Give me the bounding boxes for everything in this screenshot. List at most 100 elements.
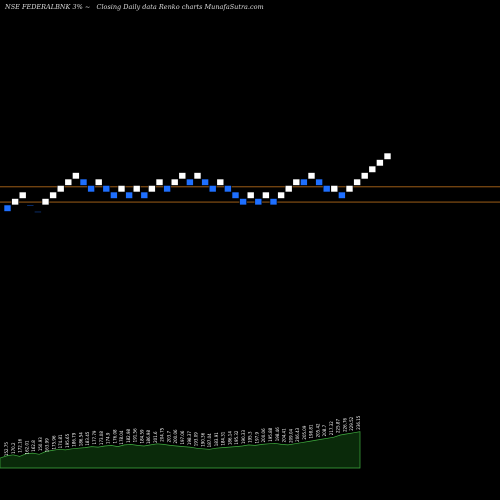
renko-brick — [284, 185, 293, 193]
price-label: 197.9 — [254, 432, 259, 444]
chart-title: NSE FEDERALBNK 3% ~ Closing Daily data R… — [5, 3, 264, 11]
price-label: 198.37 — [187, 431, 192, 445]
renko-brick — [18, 191, 27, 199]
renko-brick — [132, 185, 141, 193]
price-label: 173.08 — [99, 431, 104, 445]
price-label: 198.46 — [275, 427, 280, 441]
price-label: 186.54 — [78, 432, 83, 446]
renko-brick — [102, 185, 111, 193]
renko-brick — [72, 172, 80, 180]
price-label: 204.75 — [160, 427, 165, 441]
price-label: 209.04 — [288, 428, 293, 442]
price-label: 190.33 — [241, 430, 246, 444]
renko-brick — [186, 178, 194, 186]
price-label: 193.09 — [194, 432, 199, 446]
price-label: 191.56 — [133, 428, 138, 442]
price-label: 163.99 — [45, 438, 50, 452]
renko-brick — [239, 198, 247, 206]
price-label: 176.08 — [112, 429, 117, 443]
renko-brick — [360, 172, 369, 180]
renko-brick — [41, 198, 50, 206]
renko-brick — [383, 152, 392, 160]
price-label: 197.06 — [180, 430, 185, 444]
renko-brick — [79, 178, 88, 186]
price-label: 225.87 — [336, 419, 341, 433]
price-label: 177.79 — [92, 430, 97, 444]
price-label: 200.06 — [261, 428, 266, 442]
price-label: 186.98 — [146, 430, 151, 444]
renko-brick — [110, 191, 118, 199]
renko-brick — [148, 185, 156, 193]
renko-brick — [201, 178, 209, 186]
price-label: 195.3 — [248, 431, 253, 443]
price-labels: 152.75 170.2 172.16 162.01 162.8 150.93 163.99… — [4, 415, 361, 456]
price-label: 152.75 — [4, 442, 9, 456]
renko-brick — [87, 185, 95, 193]
renko-brick — [315, 178, 323, 186]
price-label: 229.52 — [349, 416, 354, 430]
price-label: 226.76 — [342, 417, 347, 431]
price-label: 183.45 — [85, 431, 90, 445]
caption-label: Closing Daily data Renko charts MunafaSu… — [96, 3, 264, 11]
price-label: 170.2 — [11, 442, 16, 454]
price-label: 205.42 — [315, 423, 320, 437]
renko-brick — [376, 159, 384, 167]
renko-brick — [140, 191, 149, 199]
renko-brick — [170, 178, 179, 186]
price-label: 162.8 — [31, 440, 36, 452]
price-label: 208.7 — [322, 424, 327, 436]
price-label: 184.59 — [139, 429, 144, 443]
price-label: 174.81 — [58, 434, 63, 448]
renko-brick — [368, 165, 377, 173]
renko-brick — [353, 178, 361, 186]
price-label: 172.16 — [18, 438, 23, 452]
renko-brick — [34, 211, 42, 213]
renko-brick — [155, 178, 164, 186]
renko-brick — [338, 191, 346, 199]
price-label: 174.9 — [106, 432, 111, 444]
renko-brick — [208, 185, 217, 193]
renko-brick — [269, 198, 278, 206]
renko-brick — [330, 185, 339, 193]
renko-brick — [246, 191, 255, 199]
price-label: 183.91 — [214, 432, 219, 446]
renko-brick — [193, 172, 202, 180]
renko-brick — [26, 204, 35, 207]
price-label: 201.6 — [153, 431, 158, 443]
renko-brick — [292, 178, 301, 186]
renko-brick — [11, 198, 19, 206]
renko-brick — [216, 178, 225, 186]
price-label: 186.14 — [227, 431, 232, 445]
renko-brick — [163, 185, 171, 193]
renko-bricks — [3, 152, 392, 213]
price-label: 236.15 — [356, 415, 361, 429]
symbol-label: NSE FEDERALBNK 3% ~ — [5, 3, 91, 11]
price-label: 190.36 — [200, 432, 205, 446]
renko-brick — [56, 185, 65, 193]
price-label: 217.32 — [329, 421, 334, 435]
price-label: 195.65 — [65, 433, 70, 447]
price-label: 204.41 — [282, 428, 287, 442]
level-lines — [0, 186, 500, 203]
price-label: 195.32 — [234, 430, 239, 444]
price-label: 175.96 — [51, 435, 56, 449]
volume-area-path — [0, 431, 361, 469]
price-label: 200.06 — [173, 429, 178, 443]
price-label: 182.98 — [126, 428, 131, 442]
renko-brick — [3, 204, 12, 212]
renko-brick — [125, 191, 133, 199]
price-label: 178.04 — [119, 430, 124, 444]
price-label: 198.81 — [309, 424, 314, 438]
volume-area — [0, 431, 361, 469]
renko-brick — [94, 178, 103, 186]
renko-brick — [322, 185, 331, 193]
price-label: 150.93 — [38, 437, 43, 451]
renko-brick — [307, 172, 316, 180]
price-label: 162.01 — [24, 440, 29, 454]
renko-brick — [345, 185, 354, 193]
renko-brick — [262, 191, 270, 199]
renko-brick — [277, 191, 285, 199]
price-label: 186.79 — [72, 432, 77, 446]
renko-brick — [231, 191, 240, 199]
